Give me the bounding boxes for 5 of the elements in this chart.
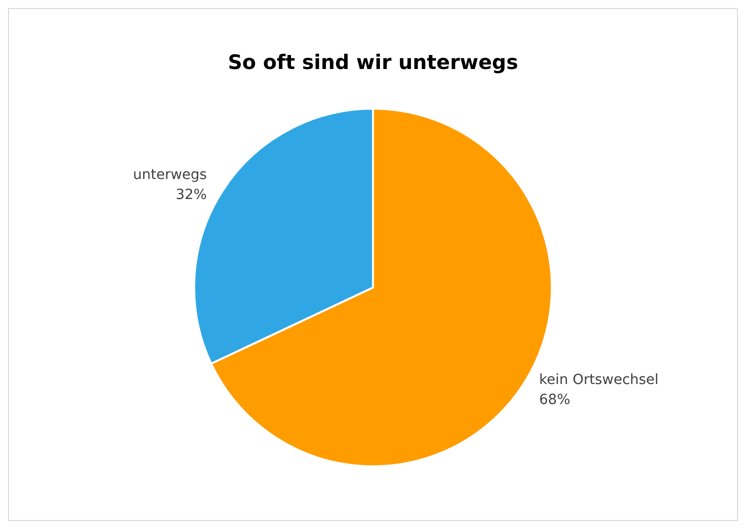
slice-label: unterwegs xyxy=(133,167,207,184)
slice-label: kein Ortswechsel xyxy=(539,372,659,388)
data-label: 68% xyxy=(539,392,570,408)
chart-title: So oft sind wir unterwegs xyxy=(228,50,518,74)
data-label: 32% xyxy=(176,187,207,204)
